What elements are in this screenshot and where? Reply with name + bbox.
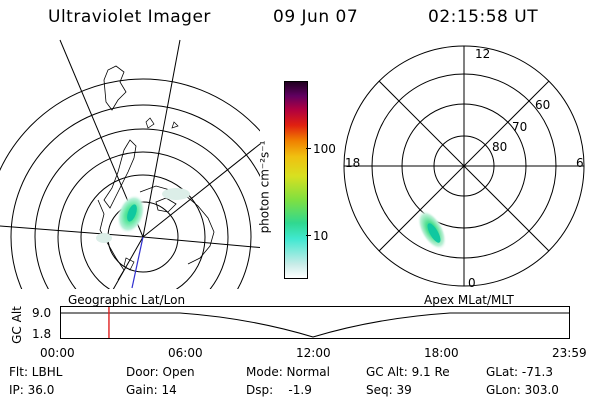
door-info: Door: Open [126, 365, 195, 379]
mlt-label-0: 0 [468, 276, 476, 290]
altitude-curve [61, 312, 569, 338]
timeline-ytick-1_8: 1.8 [32, 327, 52, 341]
mode-info: Mode: Normal [246, 365, 330, 379]
observation-date: 09 Jun 07 [273, 7, 359, 27]
geographic-caption: Geographic Lat/Lon [68, 293, 186, 307]
glon-info: GLon: 303.0 [486, 383, 559, 397]
subsolar-meridian-line [131, 236, 144, 289]
apex-caption: Apex MLat/MLT [424, 293, 514, 307]
orbit-altitude-timeline[interactable] [60, 306, 572, 342]
timeline-xtick-4: 23:59 [552, 346, 587, 360]
timeline-xtick-2: 12:00 [296, 346, 331, 360]
mlt-label-6: 6 [576, 156, 584, 170]
instrument-title: Ultraviolet Imager [48, 7, 211, 27]
dsp-info: Dsp: -1.9 [246, 383, 312, 397]
timeline-ylabel: GC Alt [9, 306, 24, 344]
colorbar-tick-10: 10 [313, 229, 329, 243]
gain-info: Gain: 14 [126, 383, 177, 397]
observation-time: 02:15:58 UT [428, 7, 539, 27]
timeline-xtick-0: 00:00 [40, 346, 75, 360]
mlt-label-18: 18 [345, 156, 361, 170]
geographic-map [0, 39, 260, 289]
apex-polar-plot [343, 45, 585, 287]
ip-info: IP: 36.0 [9, 383, 55, 397]
timeline-xtick-3: 18:00 [424, 346, 459, 360]
mlt-label-12: 12 [475, 47, 491, 61]
colorbar-unit-label: photon cm⁻²s⁻¹ [257, 140, 272, 234]
mlat-label-80: 80 [492, 140, 508, 154]
mlat-label-70: 70 [512, 120, 528, 134]
seq-info: Seq: 39 [366, 383, 412, 397]
colorbar-tick-100: 100 [313, 142, 336, 156]
timeline-xtick-1: 06:00 [168, 346, 203, 360]
intensity-colorbar [284, 81, 308, 279]
gc-alt-info: GC Alt: 9.1 Re [366, 365, 450, 379]
mlat-label-60: 60 [535, 98, 551, 112]
glat-info: GLat: -71.3 [486, 365, 553, 379]
filter-info: Flt: LBHL [9, 365, 63, 379]
timeline-ytick-9: 9.0 [32, 306, 52, 320]
